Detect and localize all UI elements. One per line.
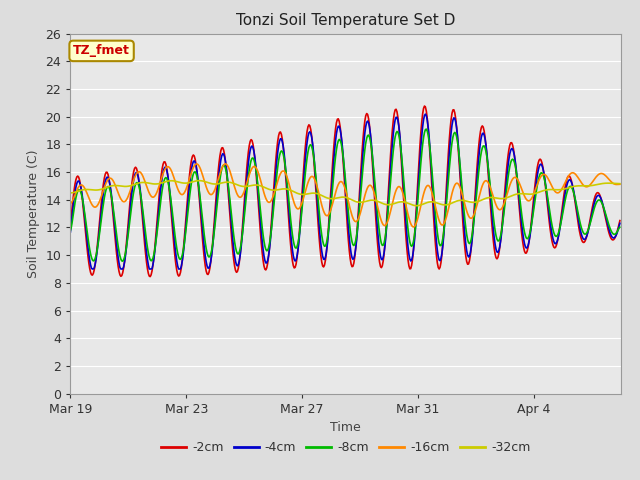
X-axis label: Time: Time xyxy=(330,421,361,434)
Title: Tonzi Soil Temperature Set D: Tonzi Soil Temperature Set D xyxy=(236,13,455,28)
Y-axis label: Soil Temperature (C): Soil Temperature (C) xyxy=(27,149,40,278)
Text: TZ_fmet: TZ_fmet xyxy=(73,44,130,58)
Legend: -2cm, -4cm, -8cm, -16cm, -32cm: -2cm, -4cm, -8cm, -16cm, -32cm xyxy=(156,436,536,459)
